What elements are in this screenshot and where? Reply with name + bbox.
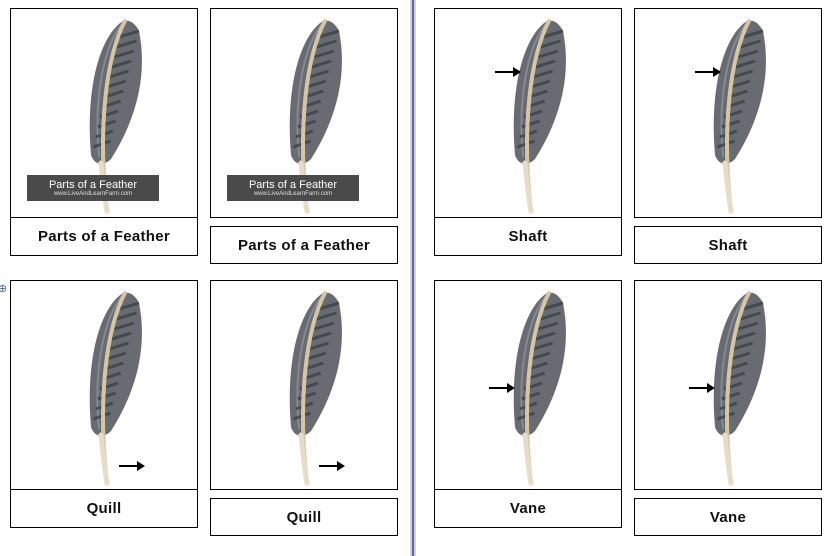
pointer-arrow-icon <box>493 65 521 79</box>
feather-icon <box>261 287 361 487</box>
card-image <box>434 8 622 218</box>
card-label: Parts of a Feather <box>210 226 398 264</box>
image-banner: Parts of a Featherwww.LiveAndLearnFarm.c… <box>27 175 159 201</box>
banner-title: Parts of a Feather <box>49 179 137 191</box>
card-label: Shaft <box>634 226 822 264</box>
pointer-arrow-icon <box>317 459 345 473</box>
banner-subtitle: www.LiveAndLearnFarm.com <box>254 191 332 198</box>
card-image <box>634 8 822 218</box>
card-label: Vane <box>634 498 822 536</box>
card: Quill <box>210 280 398 540</box>
card-image: Parts of a Featherwww.LiveAndLearnFarm.c… <box>10 8 198 218</box>
card: Vane <box>434 280 622 540</box>
right-panel: Shaft Shaft Vane <box>424 0 826 556</box>
card: Shaft <box>634 8 822 268</box>
pointer-arrow-icon <box>687 381 715 395</box>
feather-icon <box>61 287 161 487</box>
card-label: Parts of a Feather <box>10 218 198 256</box>
feather-icon <box>685 15 785 215</box>
card-image: Parts of a Featherwww.LiveAndLearnFarm.c… <box>210 8 398 218</box>
card-label: Vane <box>434 490 622 528</box>
anchor-icon: ⊕ <box>0 282 10 294</box>
right-grid: Shaft Shaft Vane <box>434 8 822 540</box>
pointer-arrow-icon <box>693 65 721 79</box>
card: Parts of a Featherwww.LiveAndLearnFarm.c… <box>210 8 398 268</box>
card-label: Quill <box>10 490 198 528</box>
banner-subtitle: www.LiveAndLearnFarm.com <box>54 191 132 198</box>
card-image <box>634 280 822 490</box>
left-grid: Parts of a Featherwww.LiveAndLearnFarm.c… <box>10 8 398 540</box>
card: Parts of a Featherwww.LiveAndLearnFarm.c… <box>10 8 198 268</box>
left-panel: ⊕ Parts of a Featherwww.LiveAndLearnFarm… <box>0 0 408 556</box>
page-divider <box>410 0 416 556</box>
pointer-arrow-icon <box>487 381 515 395</box>
page-root: ⊕ Parts of a Featherwww.LiveAndLearnFarm… <box>0 0 826 556</box>
card: Shaft <box>434 8 622 268</box>
banner-title: Parts of a Feather <box>249 179 337 191</box>
card: Vane <box>634 280 822 540</box>
card-label: Shaft <box>434 218 622 256</box>
pointer-arrow-icon <box>117 459 145 473</box>
image-banner: Parts of a Featherwww.LiveAndLearnFarm.c… <box>227 175 359 201</box>
card-label: Quill <box>210 498 398 536</box>
divider-midline <box>412 0 414 556</box>
card-image <box>10 280 198 490</box>
feather-icon <box>485 15 585 215</box>
card-image <box>434 280 622 490</box>
card: Quill <box>10 280 198 540</box>
card-image <box>210 280 398 490</box>
